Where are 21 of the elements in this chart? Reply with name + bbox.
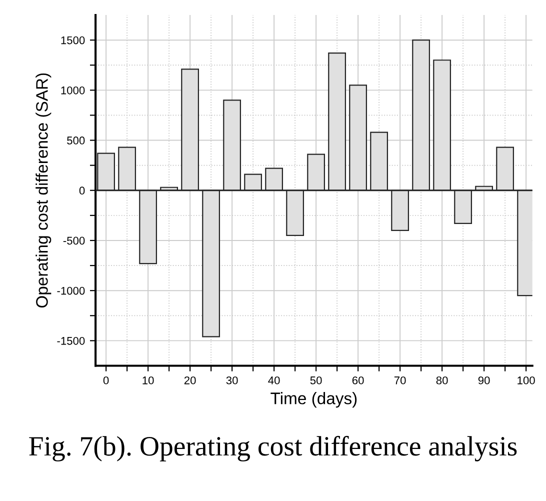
x-axis-title: Time (days) [270, 392, 357, 408]
x-tick-label: 30 [226, 376, 238, 384]
x-tick-label: 20 [184, 376, 196, 384]
y-tick-label: -1000 [57, 286, 85, 295]
x-tick-label: 60 [352, 376, 364, 384]
y-tick-label: 0 [79, 186, 85, 195]
x-tick-label: 90 [478, 376, 490, 384]
x-tick-label: 80 [436, 376, 448, 384]
caption: Fig. 7(b). Operating cost difference analysis [29, 436, 517, 462]
y-tick-label: -1500 [57, 336, 85, 345]
x-tick-label: 100 [518, 376, 535, 384]
y-tick-label: -500 [63, 236, 85, 245]
x-tick-label: 0 [103, 376, 109, 384]
x-tick-label: 50 [310, 376, 322, 384]
y-tick-label: 500 [67, 136, 85, 144]
y-axis-title: Operating cost difference (SAR) [36, 73, 52, 308]
x-tick-label: 70 [394, 376, 406, 384]
x-tick-label: 10 [142, 376, 154, 384]
y-tick-label: 1000 [61, 86, 85, 94]
x-tick-label: 40 [268, 376, 280, 384]
y-tick-label: 1500 [61, 36, 85, 44]
